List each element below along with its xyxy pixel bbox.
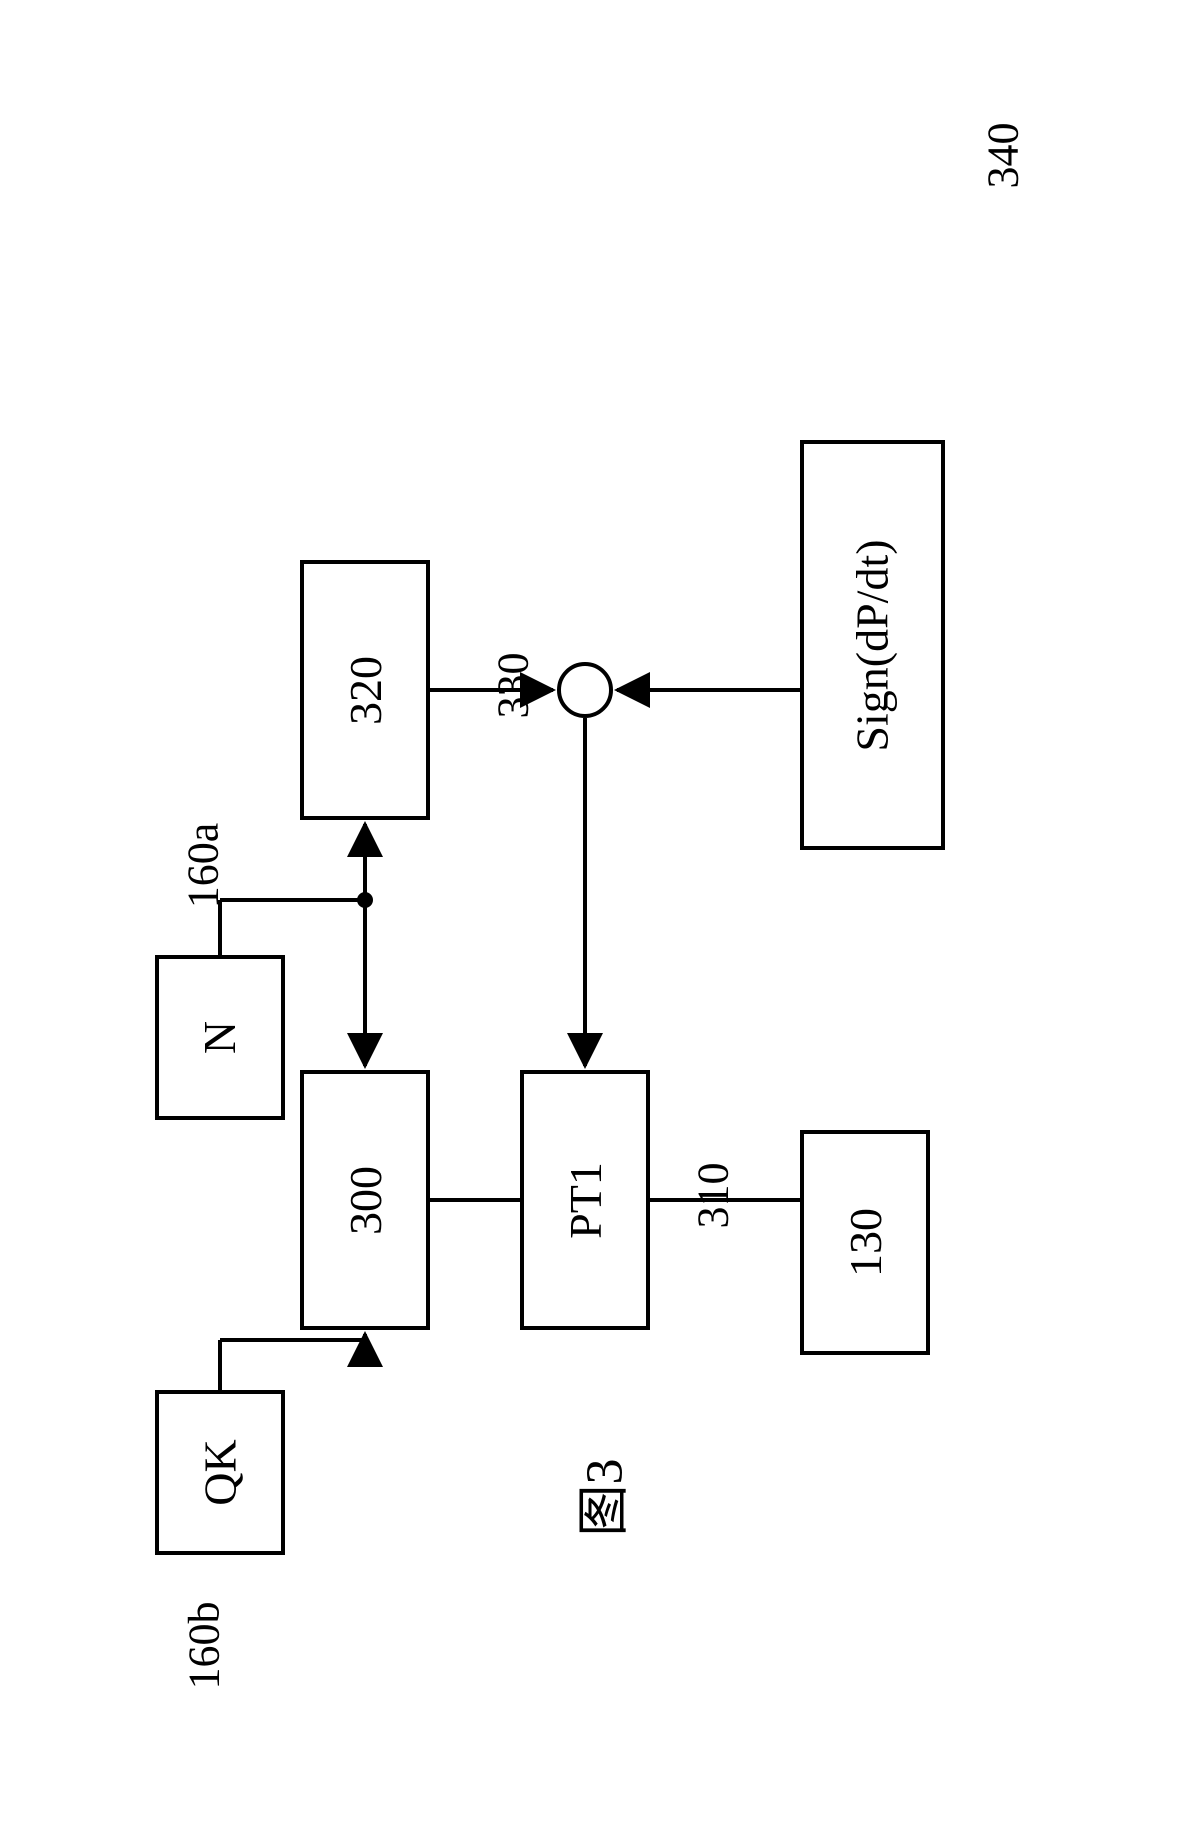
block-320-text: 320 — [339, 656, 392, 725]
block-qk: QK — [155, 1390, 285, 1555]
block-sign-text: Sign(dP/dt) — [846, 539, 899, 751]
sum-node — [557, 662, 613, 718]
sum-node-ref: 330 — [488, 653, 539, 719]
block-300: 300 — [300, 1070, 430, 1330]
block-qk-ref: 160b — [179, 1602, 230, 1690]
figure-caption: 图3 — [562, 1458, 637, 1536]
block-320: 320 — [300, 560, 430, 820]
wires — [0, 0, 1177, 1840]
block-130-text: 130 — [839, 1208, 892, 1277]
diagram-canvas: 340 N 160a QK 160b 320 300 PT1 310 Sign(… — [0, 0, 1177, 1840]
block-300-text: 300 — [339, 1166, 392, 1235]
block-pt1-ref: 310 — [688, 1163, 739, 1229]
block-pt1-text: PT1 — [559, 1162, 612, 1239]
block-130: 130 — [800, 1130, 930, 1355]
block-qk-text: QK — [193, 1439, 246, 1505]
block-n: N — [155, 955, 285, 1120]
block-n-ref: 160a — [177, 823, 228, 909]
page-label: 340 — [978, 123, 1029, 189]
block-sign: Sign(dP/dt) — [800, 440, 945, 850]
block-n-text: N — [193, 1021, 246, 1054]
block-pt1: PT1 — [520, 1070, 650, 1330]
